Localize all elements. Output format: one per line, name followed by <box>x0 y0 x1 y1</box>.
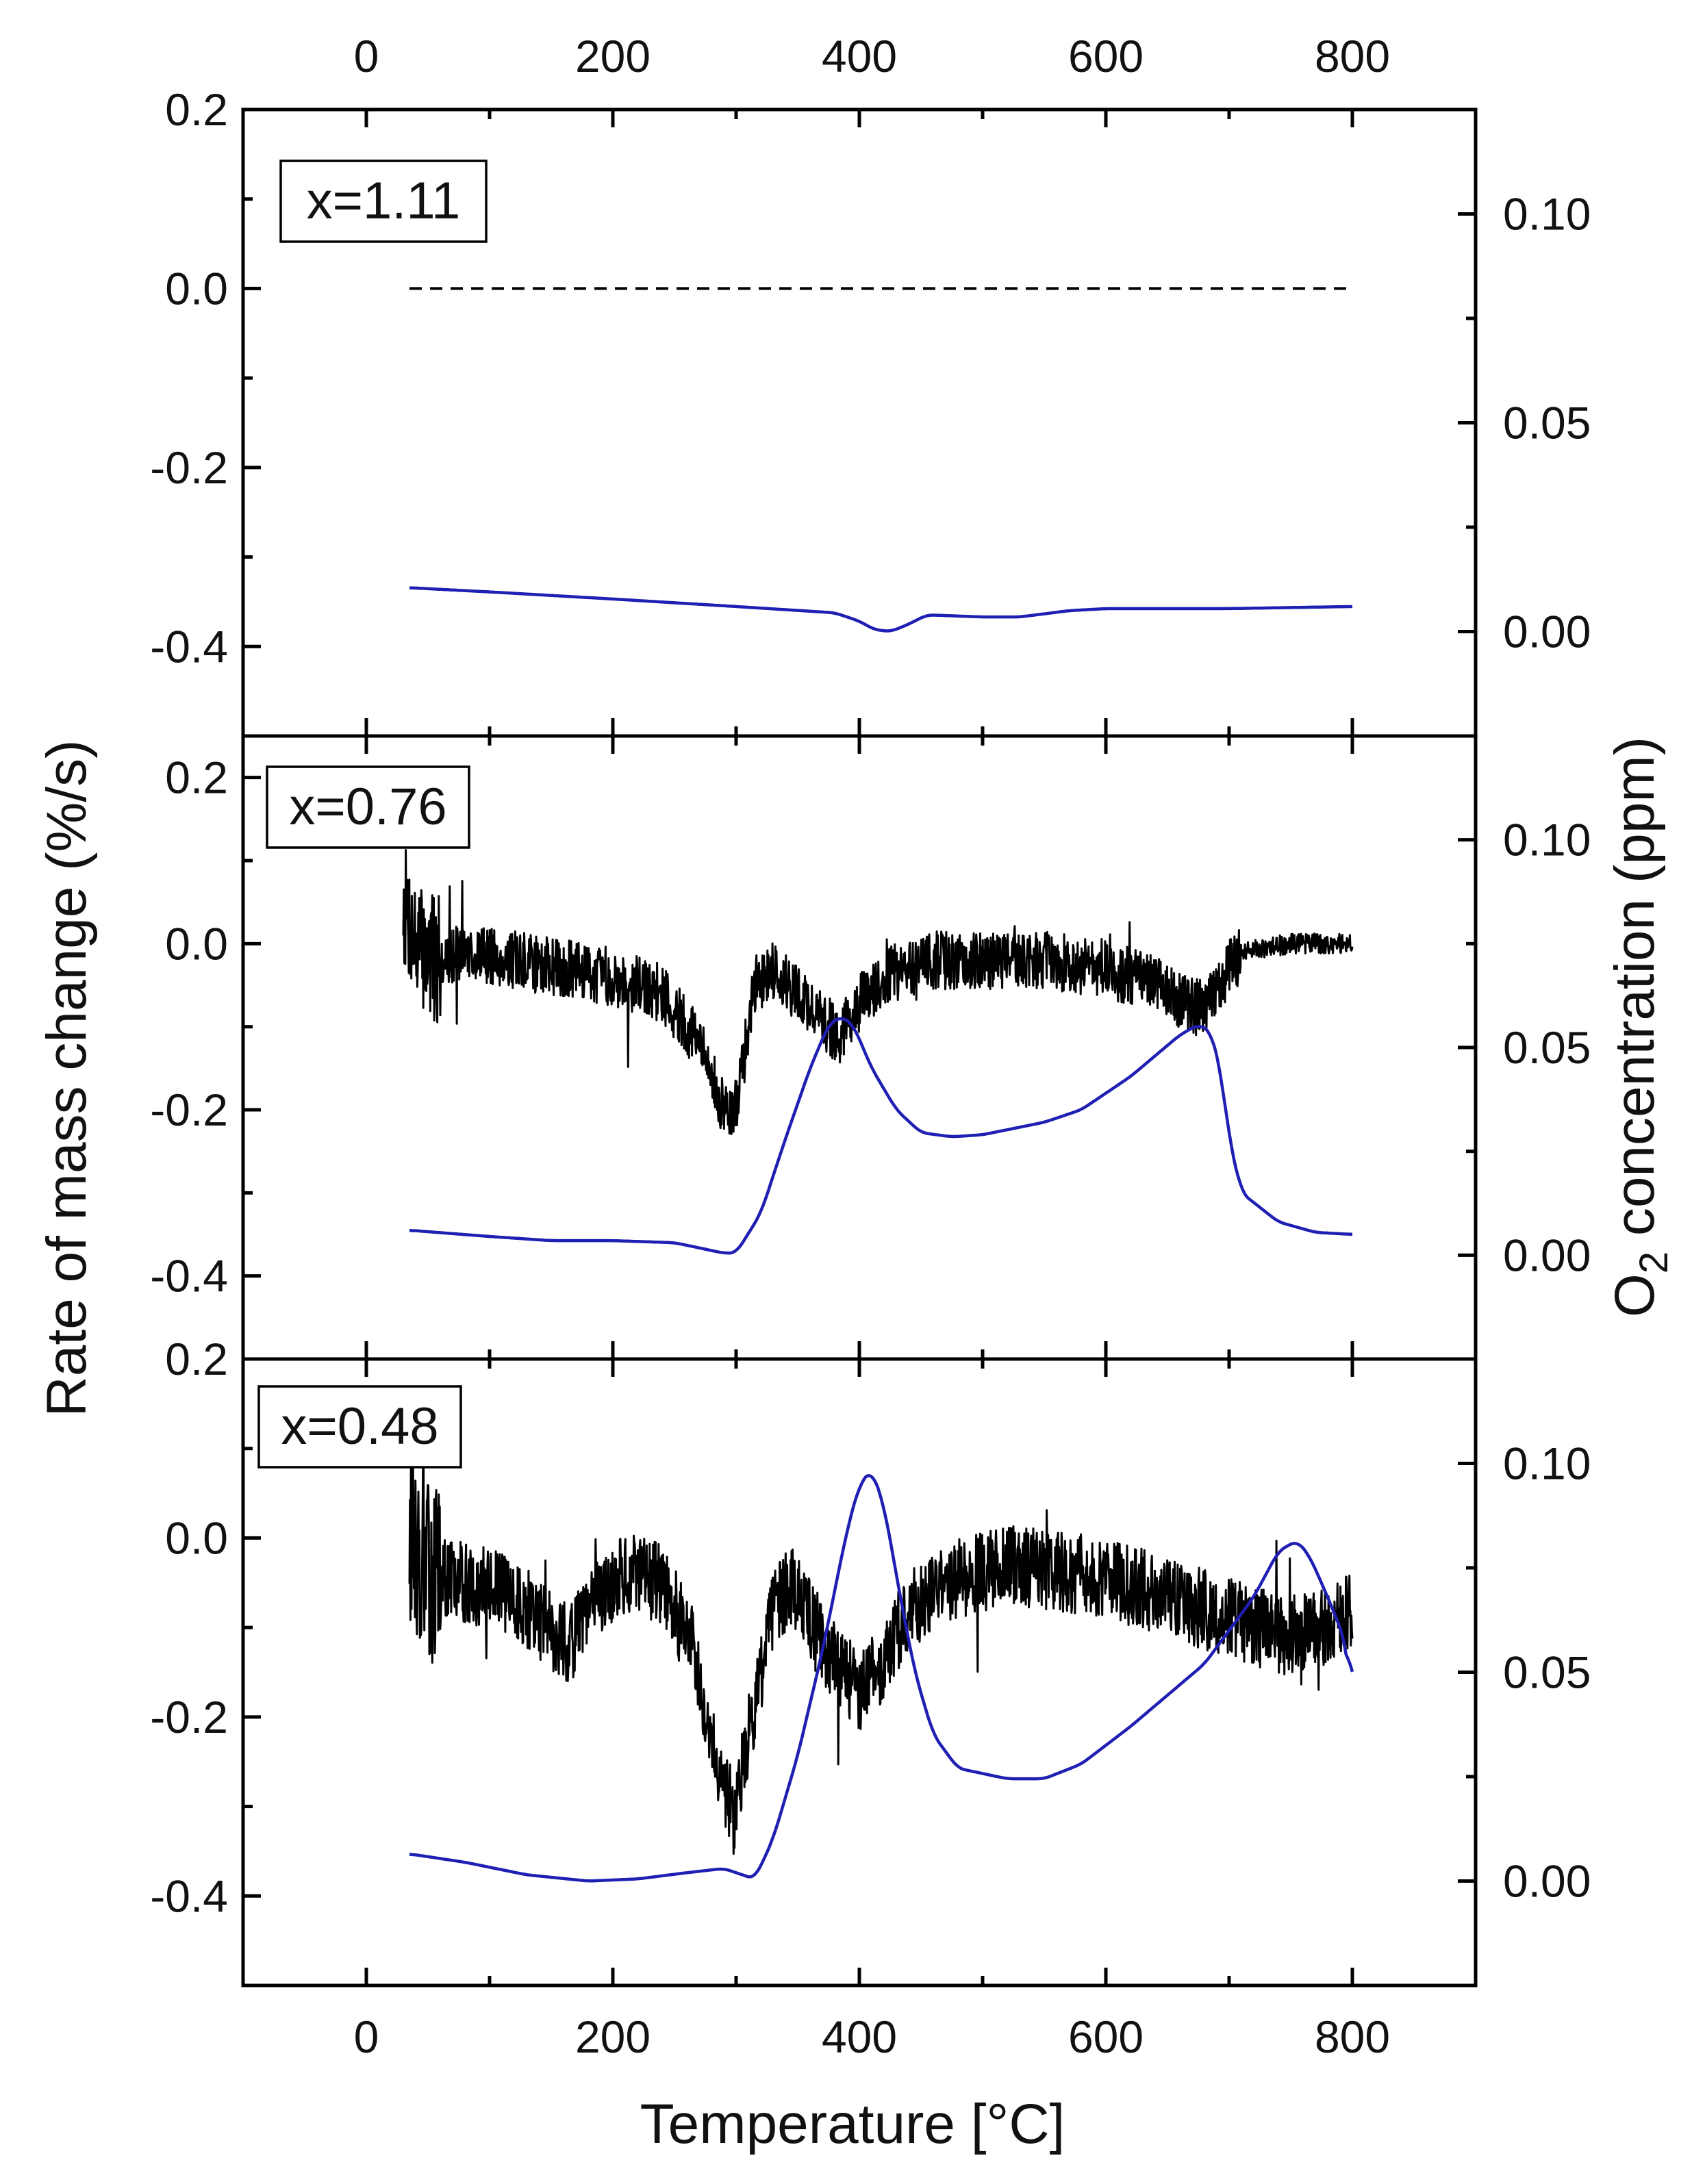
panel-label: x=0.48 <box>281 1397 438 1456</box>
panel-label: x=0.76 <box>289 778 446 836</box>
panel-label-box <box>257 1385 462 1469</box>
y-right-axis-title: O2 concentration (ppm) <box>1604 737 1676 1317</box>
mass-change-series <box>408 1410 1354 1855</box>
y-left-tick-label: 0.2 <box>165 752 228 803</box>
y-right-tick-label: 0.00 <box>1503 1856 1591 1907</box>
y-left-tick-label: -0.2 <box>150 1692 228 1742</box>
bottom-x-tick-label: 800 <box>1315 2011 1390 2062</box>
panel-x076: -0.4 -0.2 0.0 0.2 0.00 0.05 0.10 x=0.76 <box>150 734 1591 1361</box>
bottom-x-tick-label: 0 <box>354 2011 379 2062</box>
panel-x111: -0.4 -0.2 0.0 0.2 0.00 0.05 0.10 x=1.11 <box>150 84 1591 738</box>
y-right-tick-label: 0.10 <box>1503 1438 1591 1489</box>
y-left-tick-label: -0.4 <box>150 1251 228 1301</box>
top-x-tick-label: 400 <box>822 31 897 81</box>
bottom-x-tick-label: 600 <box>1068 2011 1144 2062</box>
bottom-x-axis: 0 200 400 600 800 <box>354 2011 1390 2062</box>
top-x-tick-label: 800 <box>1315 31 1390 81</box>
o2-concentration-series <box>409 1474 1354 1883</box>
top-x-tick-label: 600 <box>1068 31 1144 81</box>
top-x-tick-label: 0 <box>354 31 379 81</box>
panel-label-box <box>266 765 470 849</box>
o2-concentration-series <box>409 1017 1352 1255</box>
x-axis-title: Temperature [°C] <box>640 2093 1065 2155</box>
o2-concentration-series <box>409 586 1352 633</box>
y-left-tick-label: 0.2 <box>165 1334 228 1384</box>
y-left-tick-label: 0.0 <box>165 918 228 969</box>
panel-x048: -0.4 -0.2 0.0 0.2 0.00 0.05 0.10 x=0.48 <box>150 1334 1591 1988</box>
y-right-tick-label: 0.05 <box>1503 398 1591 448</box>
y-left-tick-label: -0.4 <box>150 1870 228 1921</box>
y-right-tick-label: 0.05 <box>1503 1647 1591 1698</box>
mass-change-series <box>402 849 1354 1135</box>
y-right-tick-label: 0.00 <box>1503 1230 1591 1280</box>
y-left-tick-label: -0.2 <box>150 442 228 493</box>
top-x-axis: 0 200 400 600 800 <box>354 31 1390 81</box>
y-left-tick-label: 0.0 <box>165 1512 228 1563</box>
y-left-tick-label: -0.2 <box>150 1084 228 1135</box>
y-right-tick-label: 0.00 <box>1503 607 1591 657</box>
y-left-axis-title: Rate of mass change (%/s) <box>36 740 98 1417</box>
panel-label-box <box>279 160 488 243</box>
panels-group: -0.4 -0.2 0.0 0.2 0.00 0.05 0.10 x=1.11 -0.4 -0.2… <box>150 84 1591 1988</box>
panel-label: x=1.11 <box>307 172 461 230</box>
bottom-x-tick-label: 200 <box>575 2011 651 2062</box>
y-right-tick-label: 0.10 <box>1503 815 1591 865</box>
y-left-tick-label: -0.4 <box>150 621 228 672</box>
y-right-tick-label: 0.10 <box>1503 189 1591 240</box>
y-left-tick-label: 0.2 <box>165 84 228 135</box>
y-left-tick-label: 0.0 <box>165 263 228 314</box>
y-right-tick-label: 0.05 <box>1503 1022 1591 1073</box>
top-x-tick-label: 200 <box>575 31 651 81</box>
bottom-x-tick-label: 400 <box>822 2011 897 2062</box>
